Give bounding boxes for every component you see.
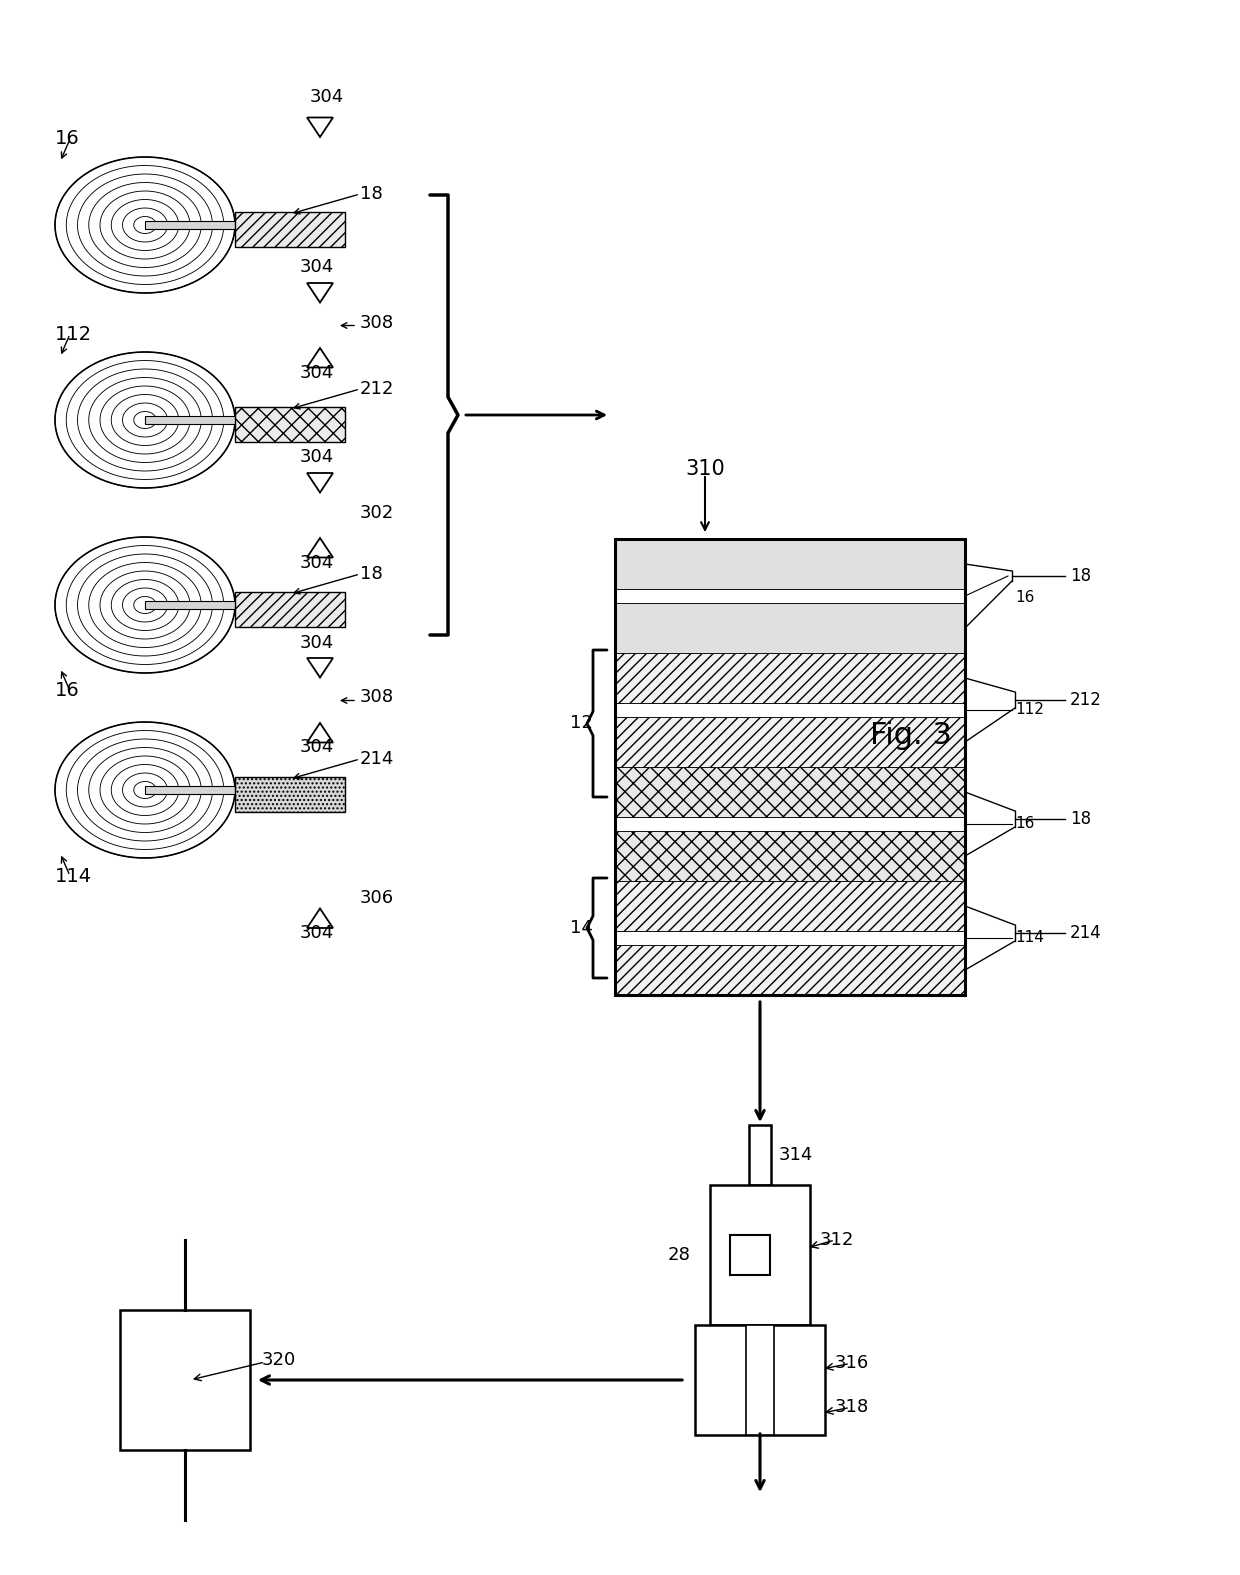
Bar bbox=[145, 221, 345, 228]
Text: 214: 214 bbox=[360, 750, 394, 769]
Bar bbox=[615, 880, 965, 931]
Bar bbox=[615, 767, 965, 817]
Text: 112: 112 bbox=[1016, 702, 1044, 718]
Text: 302: 302 bbox=[360, 504, 394, 521]
Text: 306: 306 bbox=[360, 888, 394, 907]
Bar bbox=[145, 602, 345, 610]
Text: 304: 304 bbox=[300, 739, 335, 756]
Text: 114: 114 bbox=[1016, 931, 1044, 945]
Bar bbox=[236, 776, 345, 813]
Text: 16: 16 bbox=[1016, 816, 1034, 832]
Text: 16: 16 bbox=[1016, 591, 1034, 605]
Text: 112: 112 bbox=[55, 324, 92, 343]
Text: 18: 18 bbox=[360, 565, 383, 583]
Bar bbox=[145, 786, 345, 794]
Bar bbox=[615, 717, 965, 767]
Text: 304: 304 bbox=[300, 925, 335, 942]
Bar bbox=[615, 539, 965, 995]
Bar bbox=[615, 945, 965, 995]
Text: 14: 14 bbox=[570, 918, 593, 937]
Text: 304: 304 bbox=[300, 449, 335, 466]
Text: 318: 318 bbox=[835, 1399, 869, 1416]
Text: 18: 18 bbox=[1070, 567, 1091, 584]
Bar bbox=[145, 416, 345, 424]
Text: 304: 304 bbox=[300, 258, 335, 277]
Bar bbox=[236, 213, 345, 247]
Bar bbox=[615, 603, 965, 654]
Bar bbox=[236, 592, 345, 627]
Text: 304: 304 bbox=[300, 364, 335, 381]
Bar bbox=[730, 1235, 770, 1276]
Bar bbox=[615, 654, 965, 702]
Text: 304: 304 bbox=[310, 88, 345, 106]
Text: 308: 308 bbox=[360, 313, 394, 331]
Bar bbox=[615, 832, 965, 880]
Bar bbox=[236, 406, 345, 443]
Text: 18: 18 bbox=[360, 184, 383, 203]
Bar bbox=[615, 702, 965, 717]
Bar bbox=[746, 1325, 774, 1435]
Bar bbox=[615, 931, 965, 945]
Text: 16: 16 bbox=[55, 682, 79, 701]
Text: 114: 114 bbox=[55, 866, 92, 885]
Text: 310: 310 bbox=[684, 458, 724, 479]
Text: 314: 314 bbox=[779, 1147, 813, 1164]
Text: 212: 212 bbox=[360, 380, 394, 398]
Text: 316: 316 bbox=[835, 1354, 869, 1372]
Bar bbox=[615, 589, 965, 603]
Text: 320: 320 bbox=[262, 1351, 296, 1369]
Text: 12: 12 bbox=[570, 715, 593, 732]
Text: 16: 16 bbox=[55, 129, 79, 148]
Text: 214: 214 bbox=[1070, 925, 1102, 942]
Text: Fig. 3: Fig. 3 bbox=[870, 720, 952, 750]
Bar bbox=[120, 1310, 250, 1451]
Text: 212: 212 bbox=[1070, 691, 1102, 709]
Bar bbox=[615, 539, 965, 589]
Text: 18: 18 bbox=[1070, 810, 1091, 828]
Text: 312: 312 bbox=[820, 1232, 854, 1249]
Text: 28: 28 bbox=[668, 1246, 691, 1265]
Bar bbox=[694, 1325, 825, 1435]
Bar bbox=[615, 817, 965, 832]
Text: 308: 308 bbox=[360, 688, 394, 707]
Text: 304: 304 bbox=[300, 553, 335, 572]
Text: 304: 304 bbox=[300, 633, 335, 652]
Bar bbox=[711, 1184, 810, 1325]
Bar bbox=[749, 1125, 771, 1184]
